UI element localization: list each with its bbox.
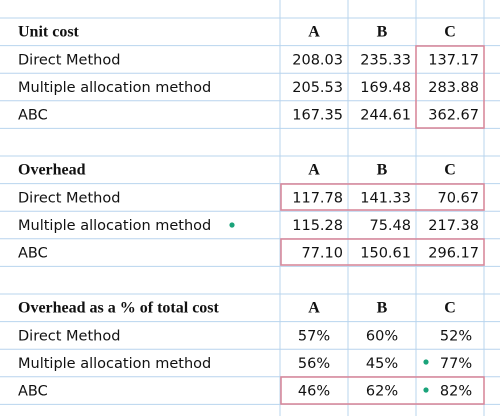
section-title: Overhead as a % of total cost (18, 299, 220, 316)
row-label: Multiple allocation method (18, 356, 211, 372)
column-header: A (308, 161, 320, 178)
column-header: C (444, 23, 456, 40)
cell-value: 115.28 (292, 218, 343, 234)
cell-value: 77.10 (301, 246, 343, 262)
cell-value: 60% (366, 328, 398, 344)
cell-value: 244.61 (360, 108, 411, 124)
cell-value: 45% (366, 356, 398, 372)
section-title: Unit cost (18, 23, 80, 40)
column-header: A (308, 23, 320, 40)
green-dot (229, 222, 235, 228)
cell-value: 362.67 (428, 108, 479, 124)
row-label: ABC (18, 246, 48, 262)
column-header: B (377, 299, 388, 316)
cell-value: 70.67 (437, 190, 479, 206)
cell-value: 150.61 (360, 246, 411, 262)
row-label: Direct Method (18, 190, 120, 206)
cell-value: 235.33 (360, 52, 411, 68)
row-label: Multiple allocation method (18, 218, 211, 234)
column-header: C (444, 299, 456, 316)
cell-value: 46% (298, 384, 330, 400)
cell-value: 296.17 (428, 246, 479, 262)
highlight-box (280, 238, 485, 266)
section-title: Overhead (18, 161, 86, 178)
cell-value: 217.38 (428, 218, 479, 234)
row-label: ABC (18, 384, 48, 400)
cell-value: 137.17 (428, 52, 479, 68)
column-header: C (444, 161, 456, 178)
cell-value: 77% (440, 356, 472, 372)
cell-value: 117.78 (292, 190, 343, 206)
green-dot (423, 387, 429, 393)
column-header: A (308, 299, 320, 316)
column-header: B (377, 23, 388, 40)
cell-value: 57% (298, 328, 330, 344)
cell-value: 141.33 (360, 190, 411, 206)
cell-value: 75.48 (369, 218, 411, 234)
highlight-box (280, 183, 485, 211)
cell-value: 205.53 (292, 80, 343, 96)
row-label: Direct Method (18, 328, 120, 344)
highlight-box (415, 45, 485, 129)
cell-value: 283.88 (428, 80, 479, 96)
cell-value: 169.48 (360, 80, 411, 96)
row-label: Multiple allocation method (18, 80, 211, 96)
cell-value: 167.35 (292, 108, 343, 124)
cell-value: 52% (440, 328, 472, 344)
row-label: ABC (18, 108, 48, 124)
highlight-box (280, 376, 485, 405)
column-header: B (377, 161, 388, 178)
cell-value: 56% (298, 356, 330, 372)
cell-value: 208.03 (292, 52, 343, 68)
green-dot (423, 359, 429, 365)
row-label: Direct Method (18, 52, 120, 68)
cell-value: 62% (366, 384, 398, 400)
cell-value: 82% (440, 384, 472, 400)
